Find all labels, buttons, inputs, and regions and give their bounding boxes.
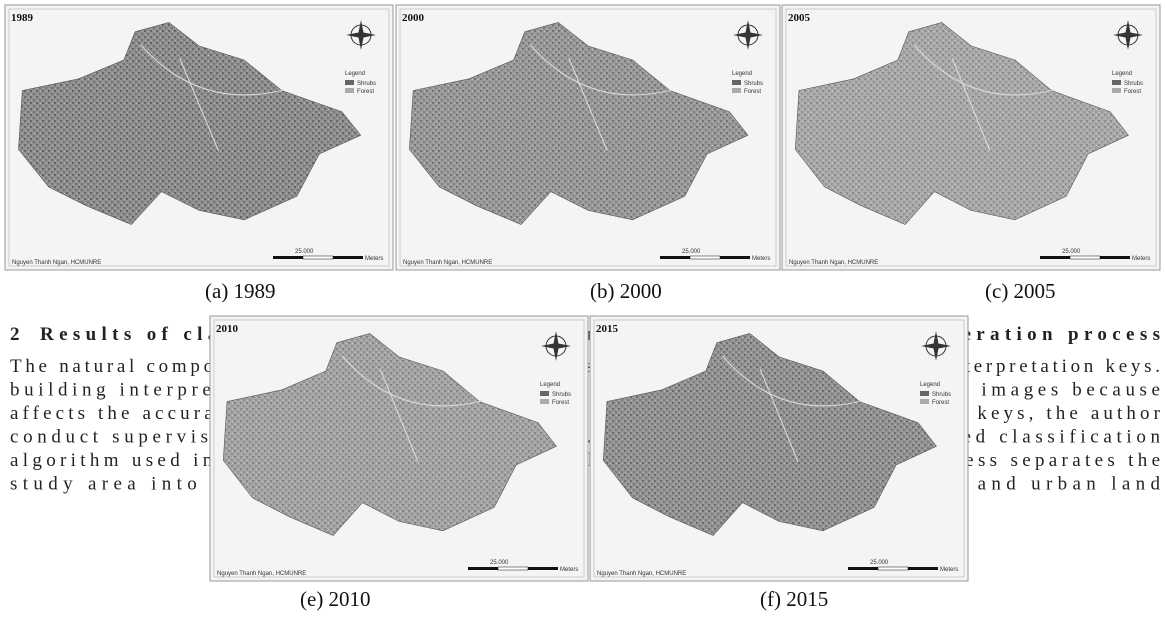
document-page: 2 Results of classifying images and anal… [0,0,1165,617]
legend-swatch [1112,88,1121,93]
map-credit: Nguyen Thanh Ngan, HCMUNRE [789,260,878,266]
scale-value: 25.000 [1062,249,1081,255]
legend-item: Forest [357,89,374,95]
map-figure: 2010 Legend Shrubs Forest Nguyen Thanh Ngan,… [210,316,588,581]
scale-bar-c [908,567,938,570]
legend-item: Shrubs [744,81,763,87]
legend-item: Shrubs [932,392,951,398]
figure-caption: (a) 1989 [205,279,276,303]
legend-swatch [345,88,354,93]
scale-value: 25.000 [682,249,701,255]
map-figure: 2005 Legend Shrubs Forest Nguyen Thanh Ngan,… [782,5,1160,270]
map-year: 2010 [216,323,239,335]
scale-bar-c [528,567,558,570]
scale-value: 25.000 [870,560,889,566]
map-credit: Nguyen Thanh Ngan, HCMUNRE [217,571,306,577]
page: Land cover maps {"heading": {"number": "… [0,0,1165,617]
map-year: 2000 [402,12,425,24]
legend-item: Shrubs [552,392,571,398]
scale-unit: Meters [1132,256,1150,262]
legend-swatch [732,88,741,93]
scale-bar-b [303,256,333,259]
scale-bar-c [1100,256,1130,259]
scale-unit: Meters [940,567,958,573]
legend-swatch [732,80,741,85]
figure-caption: (f) 2015 [760,587,828,611]
legend-item: Forest [932,400,949,406]
legend-title: Legend [732,71,752,77]
section-number: 2 [10,324,20,345]
legend-title: Legend [920,382,940,388]
scale-value: 25.000 [490,560,509,566]
scale-value: 25.000 [295,249,314,255]
figure-caption: (e) 2010 [300,587,371,611]
page-body: 2 Results of classifying images and anal… [0,0,1165,617]
legend-item: Shrubs [357,81,376,87]
legend-item: Forest [1124,89,1141,95]
legend-title: Legend [1112,71,1132,77]
figure-caption: (b) 2000 [590,279,662,303]
map-year: 1989 [11,12,34,24]
scale-bar-a [1040,256,1070,259]
scale-unit: Meters [560,567,578,573]
legend-swatch [540,391,549,396]
scale-bar-a [273,256,303,259]
legend-title: Legend [540,382,560,388]
scale-bar-b [1070,256,1100,259]
scale-bar-a [848,567,878,570]
scale-bar-b [498,567,528,570]
legend-title: Legend [345,71,365,77]
scale-unit: Meters [752,256,770,262]
scale-bar-b [690,256,720,259]
legend-swatch [345,80,354,85]
legend-swatch [540,399,549,404]
map-credit: Nguyen Thanh Ngan, HCMUNRE [403,260,492,266]
scale-bar-a [468,567,498,570]
scale-bar-b [878,567,908,570]
scale-bar-c [333,256,363,259]
figure-caption: (c) 2005 [985,279,1056,303]
map-figure: 2000 Legend Shrubs Forest Nguyen Thanh Ngan,… [396,5,780,270]
map-figure: 2015 Legend Shrubs Forest Nguyen Thanh Ngan,… [590,316,968,581]
scale-unit: Meters [365,256,383,262]
map-credit: Nguyen Thanh Ngan, HCMUNRE [597,571,686,577]
map-year: 2015 [596,323,619,335]
scale-bar-a [660,256,690,259]
legend-item: Shrubs [1124,81,1143,87]
legend-item: Forest [744,89,761,95]
map-year: 2005 [788,12,811,24]
legend-swatch [920,399,929,404]
legend-swatch [920,391,929,396]
map-credit: Nguyen Thanh Ngan, HCMUNRE [12,260,101,266]
legend-swatch [1112,80,1121,85]
map-figure: 1989 Legend Shrubs Forest Nguyen Thanh Ngan,… [5,5,393,270]
scale-bar-c [720,256,750,259]
legend-item: Forest [552,400,569,406]
